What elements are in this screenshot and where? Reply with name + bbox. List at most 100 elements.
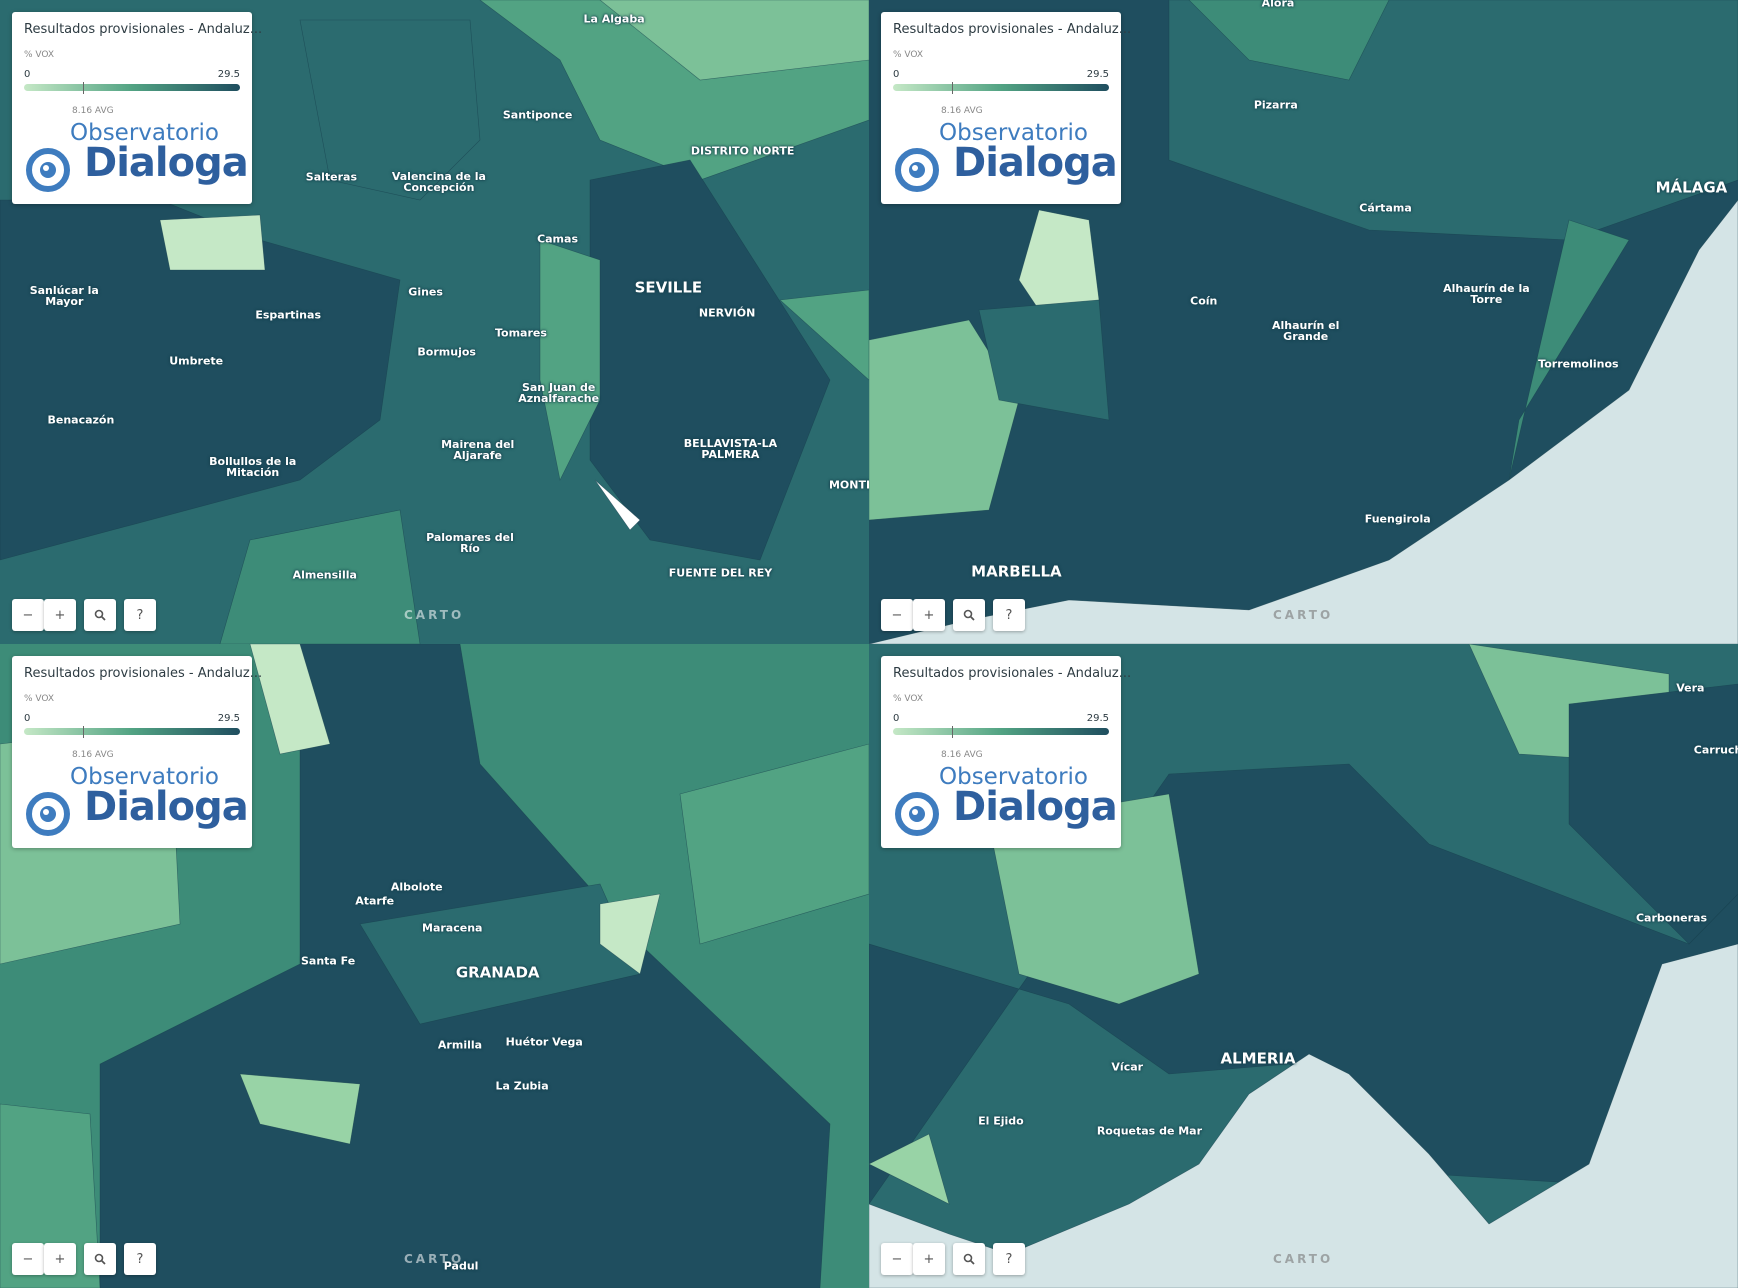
zoom-in-button[interactable]: + — [913, 599, 945, 631]
place-label: Álora — [1261, 0, 1295, 10]
place-label: Sanlúcar la Mayor — [29, 283, 99, 308]
help-button[interactable]: ? — [993, 1243, 1025, 1275]
place-label: Umbrete — [169, 354, 224, 368]
legend-card: Resultados provisionales - Andaluz... % V… — [12, 656, 262, 848]
place-label: Atarfe — [355, 894, 395, 908]
search-button[interactable] — [84, 599, 116, 631]
place-label: Benacazón — [47, 413, 115, 427]
legend-title: Resultados provisionales - Andaluz... — [893, 22, 1132, 37]
place-label: NERVIÓN — [698, 306, 756, 320]
attribution: CARTO — [1273, 1252, 1334, 1266]
legend-label: % VOX — [24, 694, 55, 704]
place-label: Camas — [537, 232, 578, 246]
legend-min: 0 — [24, 69, 31, 80]
place-label: FUENTE DEL REY — [668, 566, 773, 580]
logo-text: Dialoga — [953, 784, 1118, 830]
legend-card: Resultados provisionales - Andaluz... % V… — [12, 12, 262, 204]
place-label: Armilla — [437, 1038, 483, 1052]
place-label: DISTRITO NORTE — [690, 144, 795, 158]
place-label: GRANADA — [455, 963, 540, 982]
legend-card: Resultados provisionales - Andaluz... % V… — [881, 12, 1131, 204]
legend-max: 29.5 — [217, 69, 240, 80]
place-label: MÁLAGA — [1655, 178, 1728, 197]
place-label: Vícar — [1111, 1060, 1144, 1074]
legend-avg: 8.16 AVG — [72, 750, 114, 760]
place-label: MARBELLA — [971, 562, 1062, 581]
legend-gradient — [893, 728, 1109, 735]
zoom-in-button[interactable]: + — [44, 1243, 76, 1275]
legend-gradient — [24, 728, 240, 735]
zoom-out-button[interactable]: − — [12, 1243, 44, 1275]
map-panel[interactable]: Álora Pizarra MÁLAGA Cártama Coín Alhaurín de… — [869, 0, 1738, 644]
attribution: CARTO — [404, 1252, 465, 1266]
place-label: Coín — [1190, 294, 1218, 308]
place-label: La Zubia — [495, 1079, 549, 1093]
legend-title: Resultados provisionales - Andaluz... — [893, 666, 1132, 681]
logo-icon — [895, 148, 939, 192]
place-label: Santiponce — [502, 108, 573, 122]
place-label: Mairena del Aljarafe — [441, 438, 515, 463]
search-icon — [963, 609, 975, 621]
place-label: Tomares — [494, 326, 547, 340]
place-label: Carboneras — [1635, 911, 1708, 925]
zoom-in-button[interactable]: + — [913, 1243, 945, 1275]
legend-avg: 8.16 AVG — [941, 750, 983, 760]
legend-label: % VOX — [893, 694, 924, 704]
place-label: Huétor Vega — [505, 1035, 583, 1049]
legend-title: Resultados provisionales - Andaluz... — [24, 666, 263, 681]
legend-avg: 8.16 AVG — [941, 106, 983, 116]
place-label: Cártama — [1359, 201, 1412, 215]
map-tiles — [0, 0, 869, 644]
help-button[interactable]: ? — [124, 599, 156, 631]
zoom-out-button[interactable]: − — [881, 1243, 913, 1275]
legend-avg-tick — [83, 82, 84, 94]
place-label: Alhaurín de la Torre — [1443, 281, 1530, 306]
logo-text: Dialoga — [953, 140, 1118, 186]
place-label: Albolote — [390, 880, 443, 894]
place-label: Vera — [1676, 681, 1705, 695]
zoom-out-button[interactable]: − — [881, 599, 913, 631]
map-panel[interactable]: Albolote Atarfe Maracena Santa Fe GRANADA Arm… — [0, 644, 869, 1288]
logo-text: Observatorio — [70, 764, 220, 790]
map-panel[interactable]: Vera Carruch Carboneras ALMERIA Vícar El Ejid… — [869, 644, 1738, 1288]
search-button[interactable] — [84, 1243, 116, 1275]
legend-title: Resultados provisionales - Andaluz... — [24, 22, 263, 37]
zoom-out-button[interactable]: − — [12, 599, 44, 631]
legend-max: 29.5 — [1086, 69, 1109, 80]
legend-avg-tick — [952, 726, 953, 738]
legend-avg: 8.16 AVG — [72, 106, 114, 116]
legend-card: Resultados provisionales - Andaluz... % V… — [881, 656, 1131, 848]
search-icon — [94, 1253, 106, 1265]
place-label: Bollullos de la Mitación — [209, 454, 297, 479]
attribution: CARTO — [1273, 608, 1334, 622]
place-label: Roquetas de Mar — [1096, 1124, 1203, 1138]
place-label: Maracena — [422, 921, 483, 935]
logo-icon — [26, 148, 70, 192]
place-label: SEVILLE — [634, 278, 703, 297]
search-button[interactable] — [953, 599, 985, 631]
place-label: MONTE — [828, 478, 869, 492]
logo-icon — [895, 792, 939, 836]
map-panel[interactable]: La Algaba Santiponce DISTRITO NORTE Saltera… — [0, 0, 869, 644]
place-label: Almensilla — [292, 568, 357, 582]
logo-text: Observatorio — [70, 120, 220, 146]
search-icon — [963, 1253, 975, 1265]
search-button[interactable] — [953, 1243, 985, 1275]
legend-gradient — [893, 84, 1109, 91]
legend-label: % VOX — [24, 50, 55, 60]
place-label: Fuengirola — [1364, 512, 1431, 526]
place-label: La Algaba — [583, 12, 645, 26]
logo-text: Dialoga — [84, 784, 249, 830]
logo-icon — [26, 792, 70, 836]
place-label: ALMERIA — [1220, 1049, 1296, 1068]
place-label: Pizarra — [1253, 98, 1298, 112]
place-label: Santa Fe — [300, 954, 356, 968]
place-label: Valencina de la Concepción — [391, 169, 486, 194]
place-label: Padul — [443, 1259, 479, 1273]
zoom-in-button[interactable]: + — [44, 599, 76, 631]
place-label: Torremolinos — [1538, 357, 1619, 371]
legend-min: 0 — [893, 69, 900, 80]
help-button[interactable]: ? — [124, 1243, 156, 1275]
help-button[interactable]: ? — [993, 599, 1025, 631]
